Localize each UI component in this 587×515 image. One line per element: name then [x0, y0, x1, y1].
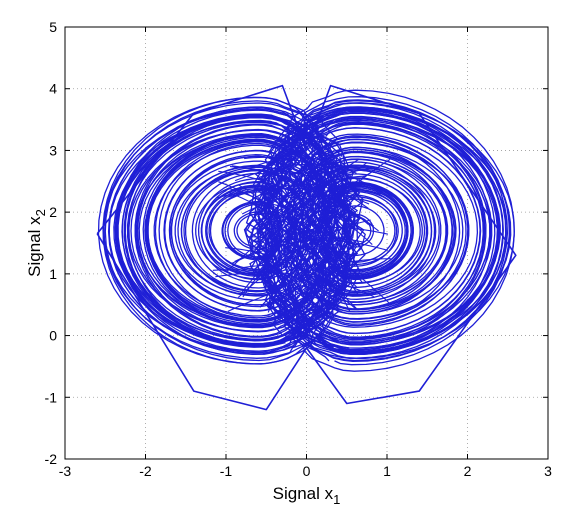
trajectory-crossing [230, 237, 364, 265]
y-axis-label: Signal x2 [25, 209, 48, 277]
trajectory-crossing [251, 157, 357, 174]
trajectory-crossing [267, 158, 391, 313]
trajectory-loop [253, 106, 504, 356]
trajectory-loop [103, 109, 362, 353]
x-axis-ticks: -3 -2 -1 0 1 2 3 [59, 27, 552, 479]
y-axis-label-subscript: 2 [33, 209, 48, 216]
trajectory-loop [279, 141, 470, 320]
trajectory-loop [325, 194, 398, 267]
trajectory-crossing [259, 159, 359, 274]
trajectory-crossing [238, 184, 351, 313]
y-axis-ticks: -2 -1 0 1 2 3 4 5 [45, 19, 548, 467]
trajectory-crossing [241, 190, 359, 215]
trajectory-crossing [267, 258, 391, 309]
trajectory-loop [286, 148, 457, 313]
y-tick-label: -2 [45, 451, 58, 467]
trajectory-loop [292, 155, 448, 306]
trajectory-loop [113, 116, 359, 345]
trajectory-loop [102, 102, 361, 359]
trajectory-loop [300, 161, 436, 300]
x-tick-label: -2 [139, 463, 152, 479]
y-tick-label: 4 [49, 81, 57, 97]
x-tick-label: 0 [303, 463, 311, 479]
trajectory-loop [136, 124, 339, 338]
trajectory-crossing [259, 256, 347, 308]
trajectory-loop [163, 150, 324, 312]
trajectory-loop [273, 123, 485, 338]
trajectory-crossing [215, 272, 376, 298]
y-tick-label: 2 [49, 204, 57, 220]
trajectory-crossing [242, 161, 368, 298]
y-tick-label: 1 [49, 266, 57, 282]
x-tick-label: -1 [220, 463, 233, 479]
trajectory-crossing [247, 236, 357, 288]
trajectory-crossing [217, 187, 370, 205]
trajectory-crossing [226, 169, 349, 273]
trajectory-crossing [258, 187, 375, 227]
trajectory-crossing [258, 167, 374, 235]
y-tick-label: -1 [45, 389, 58, 405]
x-tick-label: 3 [544, 463, 552, 479]
trajectory-crossing [227, 283, 344, 312]
x-axis-label-text: Signal x [273, 484, 334, 503]
x-axis-label-subscript: 1 [333, 492, 340, 507]
trajectory-crossing [237, 219, 371, 298]
series-trajectory [96, 84, 517, 411]
trajectory-crossing [234, 235, 347, 263]
trajectory-loop [146, 136, 336, 325]
trajectory-outer-envelope [96, 84, 517, 411]
trajectory-loop [117, 117, 354, 345]
x-axis-label: Signal x1 [273, 484, 341, 507]
x-tick-label: 1 [383, 463, 391, 479]
trajectory-crossing [244, 156, 384, 193]
trajectory-loop [123, 114, 351, 347]
y-tick-label: 3 [49, 142, 57, 158]
trajectory-crossing [273, 170, 369, 209]
trajectory-crossing [240, 170, 374, 295]
trajectory-loop [249, 112, 508, 349]
y-tick-label: 0 [49, 328, 57, 344]
trajectory-loop [107, 108, 358, 354]
trajectory-loop [305, 173, 426, 288]
trajectory-loop [248, 102, 515, 360]
trajectory-loop [293, 158, 448, 303]
trajectory-loop [260, 119, 493, 342]
trajectory-loop [221, 202, 284, 260]
trajectory-crossing [225, 247, 359, 311]
trajectory-crossing [231, 165, 379, 232]
plot-area [96, 84, 517, 411]
trajectory-loop [142, 133, 335, 328]
x-tick-label: 2 [464, 463, 472, 479]
trajectory-crossing [243, 264, 346, 297]
y-axis-label-text: Signal x [25, 216, 44, 277]
trajectory-loop [259, 110, 501, 351]
trajectory-crossing [259, 172, 353, 199]
trajectory-loop [318, 183, 409, 279]
trajectory-loop [200, 185, 297, 276]
x-tick-label: -3 [59, 463, 72, 479]
y-tick-label: 5 [49, 19, 57, 35]
